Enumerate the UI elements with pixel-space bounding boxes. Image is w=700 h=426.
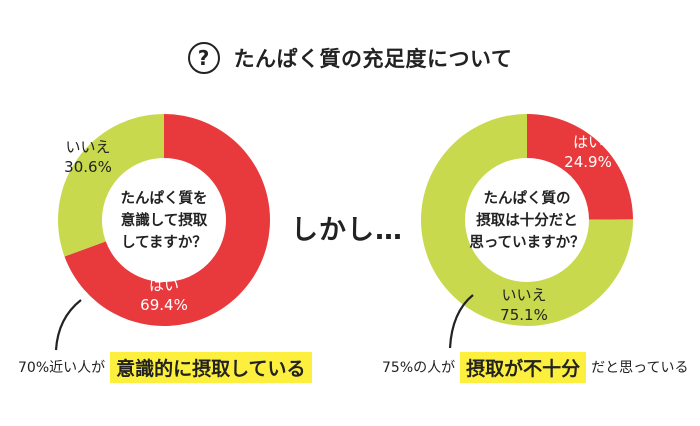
pointer-line-right — [448, 294, 474, 349]
slice-value-label: 69.4% — [140, 296, 188, 314]
question-circle-icon: ? — [187, 42, 220, 74]
center-question-line: たんぱく質の — [484, 189, 571, 207]
caption-left-pre: 70%近い人が — [18, 360, 106, 376]
center-question-line: 意識して摂取 — [121, 211, 208, 229]
caption-right-highlight: 摂取が不十分 — [460, 351, 587, 383]
middle-text: しかし… — [291, 215, 403, 246]
caption-left: 70%近い人が 意識的に摂取している — [18, 351, 317, 383]
center-question-line: 摂取は十分だと — [476, 211, 578, 229]
caption-right: 75%の人が 摂取が不十分 だと思っている — [382, 351, 688, 383]
header: ? たんぱく質の充足度について — [0, 38, 700, 78]
center-question-line: 思っていますか？ — [469, 234, 584, 251]
caption-right-post: だと思っている — [591, 360, 689, 376]
slice-value-label: 30.6% — [64, 158, 112, 176]
slice-label: はい — [149, 276, 179, 294]
donut-slice-no — [421, 114, 633, 326]
center-question-line: してますか？ — [121, 234, 207, 251]
donut-slice-yes — [527, 114, 633, 220]
donut-slice-no — [58, 114, 164, 257]
slice-label: はい — [573, 133, 603, 151]
page-title: たんぱく質の充足度について — [233, 47, 513, 71]
pointer-line-left — [54, 299, 82, 351]
slice-value-label: 24.9% — [564, 153, 612, 171]
caption-right-pre: 75%の人が — [382, 360, 456, 376]
slice-value-label: 75.1% — [500, 306, 548, 324]
donut-slice-yes — [64, 114, 271, 326]
slice-label: いいえ — [65, 138, 110, 156]
slice-label: いいえ — [501, 286, 546, 304]
center-question-line: たんぱく質を — [121, 189, 208, 207]
caption-left-highlight: 意識的に摂取している — [110, 351, 312, 383]
